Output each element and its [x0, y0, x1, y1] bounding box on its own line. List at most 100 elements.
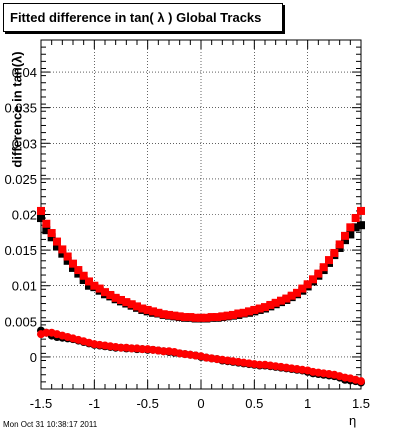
x-axis-label: η [349, 413, 357, 428]
data-point [277, 296, 285, 305]
data-point [303, 280, 312, 289]
data-point [37, 206, 45, 215]
y-tick-label: 0.015 [4, 243, 37, 258]
data-point [170, 311, 179, 320]
data-point [346, 230, 355, 239]
data-point [245, 307, 253, 316]
data-point [154, 308, 163, 317]
data-point [325, 256, 333, 265]
data-point [53, 242, 61, 251]
data-point [357, 377, 365, 386]
axis-ticks: -1.5 -1 -0.5 0 0.5 1 1.5 0 0.005 0.01 0.015 0.02 0.0… [4, 40, 370, 411]
data-point [69, 259, 77, 268]
y-tick-label: 0.02 [12, 208, 37, 223]
x-tick-label: -1.5 [30, 396, 52, 411]
data-point [37, 214, 45, 223]
data-point [69, 263, 77, 272]
x-tick-label: 1.5 [352, 396, 370, 411]
data-point [47, 233, 56, 242]
y-tick-label: 0.025 [4, 172, 37, 187]
data-point [202, 313, 211, 322]
y-tick-label: 0 [30, 350, 37, 365]
data-point [298, 284, 307, 293]
data-point [266, 300, 275, 309]
data-point [282, 294, 291, 303]
data-point [159, 310, 168, 319]
data-point [213, 313, 221, 322]
data-point [351, 214, 360, 223]
data-point [175, 312, 184, 321]
data-point [335, 240, 344, 249]
x-tick-label: -1 [89, 396, 101, 411]
chart-title-box: Fitted difference in tan( λ ) Global Tra… [3, 3, 283, 32]
data-point [127, 300, 136, 309]
data-point [117, 295, 125, 304]
data-point [79, 276, 88, 285]
y-axis-label: difference in tan(λ) [9, 51, 25, 168]
data-point [293, 288, 301, 297]
x-tick-label: 1 [304, 396, 311, 411]
data-point [47, 229, 56, 238]
x-tick-label: 0 [197, 396, 204, 411]
x-tick-label: 0.5 [245, 396, 263, 411]
data-point [357, 221, 365, 230]
data-point [42, 226, 51, 235]
data-point [85, 277, 93, 286]
data-point [111, 293, 120, 302]
data-point [74, 266, 83, 275]
data-point [191, 313, 200, 322]
data-point [149, 307, 157, 316]
data-point [287, 291, 296, 300]
data-point [63, 252, 72, 261]
data-point [261, 303, 269, 312]
data-point [58, 245, 67, 254]
footer-timestamp: Mon Oct 31 10:38:17 2011 [3, 420, 98, 429]
data-point [341, 236, 349, 245]
data-point [165, 310, 173, 319]
data-point [341, 231, 349, 240]
grid-lines [40, 40, 362, 389]
data-point [197, 313, 205, 322]
data-point [143, 305, 152, 314]
data-point [133, 302, 141, 311]
data-point [138, 304, 147, 313]
data-point [357, 206, 365, 215]
data-point [42, 219, 51, 228]
data-point [90, 281, 99, 290]
data-point [63, 256, 72, 265]
data-point [207, 313, 216, 322]
data-point [53, 237, 61, 246]
data-point [250, 305, 259, 314]
data-point [181, 313, 189, 322]
data-point [58, 249, 67, 258]
data-point [309, 275, 317, 284]
data-point [106, 290, 115, 299]
y-tick-label: 0.03 [12, 136, 37, 151]
data-point [95, 284, 104, 293]
data-point [85, 281, 93, 290]
y-tick-label: 0.035 [4, 101, 37, 116]
data-point [319, 263, 328, 272]
data-point [271, 298, 280, 307]
data-point [239, 308, 248, 317]
data-point [186, 313, 195, 322]
x-tick-label: -0.5 [136, 396, 158, 411]
data-point [79, 271, 88, 280]
y-tick-label: 0.005 [4, 314, 37, 329]
data-point [223, 311, 232, 320]
data-point [218, 312, 227, 321]
data-point [122, 298, 131, 307]
data-point [351, 223, 360, 232]
y-tick-label: 0.04 [12, 65, 37, 80]
data-point [330, 248, 339, 257]
data-point [229, 310, 237, 319]
data-point [101, 288, 109, 297]
data-point [314, 269, 323, 278]
chart-title: Fitted difference in tan( λ ) Global Tra… [10, 10, 262, 25]
data-point [255, 304, 264, 313]
data-point [234, 309, 243, 318]
y-tick-label: 0.01 [12, 279, 37, 294]
data-point [346, 223, 355, 232]
data-markers [37, 206, 365, 387]
